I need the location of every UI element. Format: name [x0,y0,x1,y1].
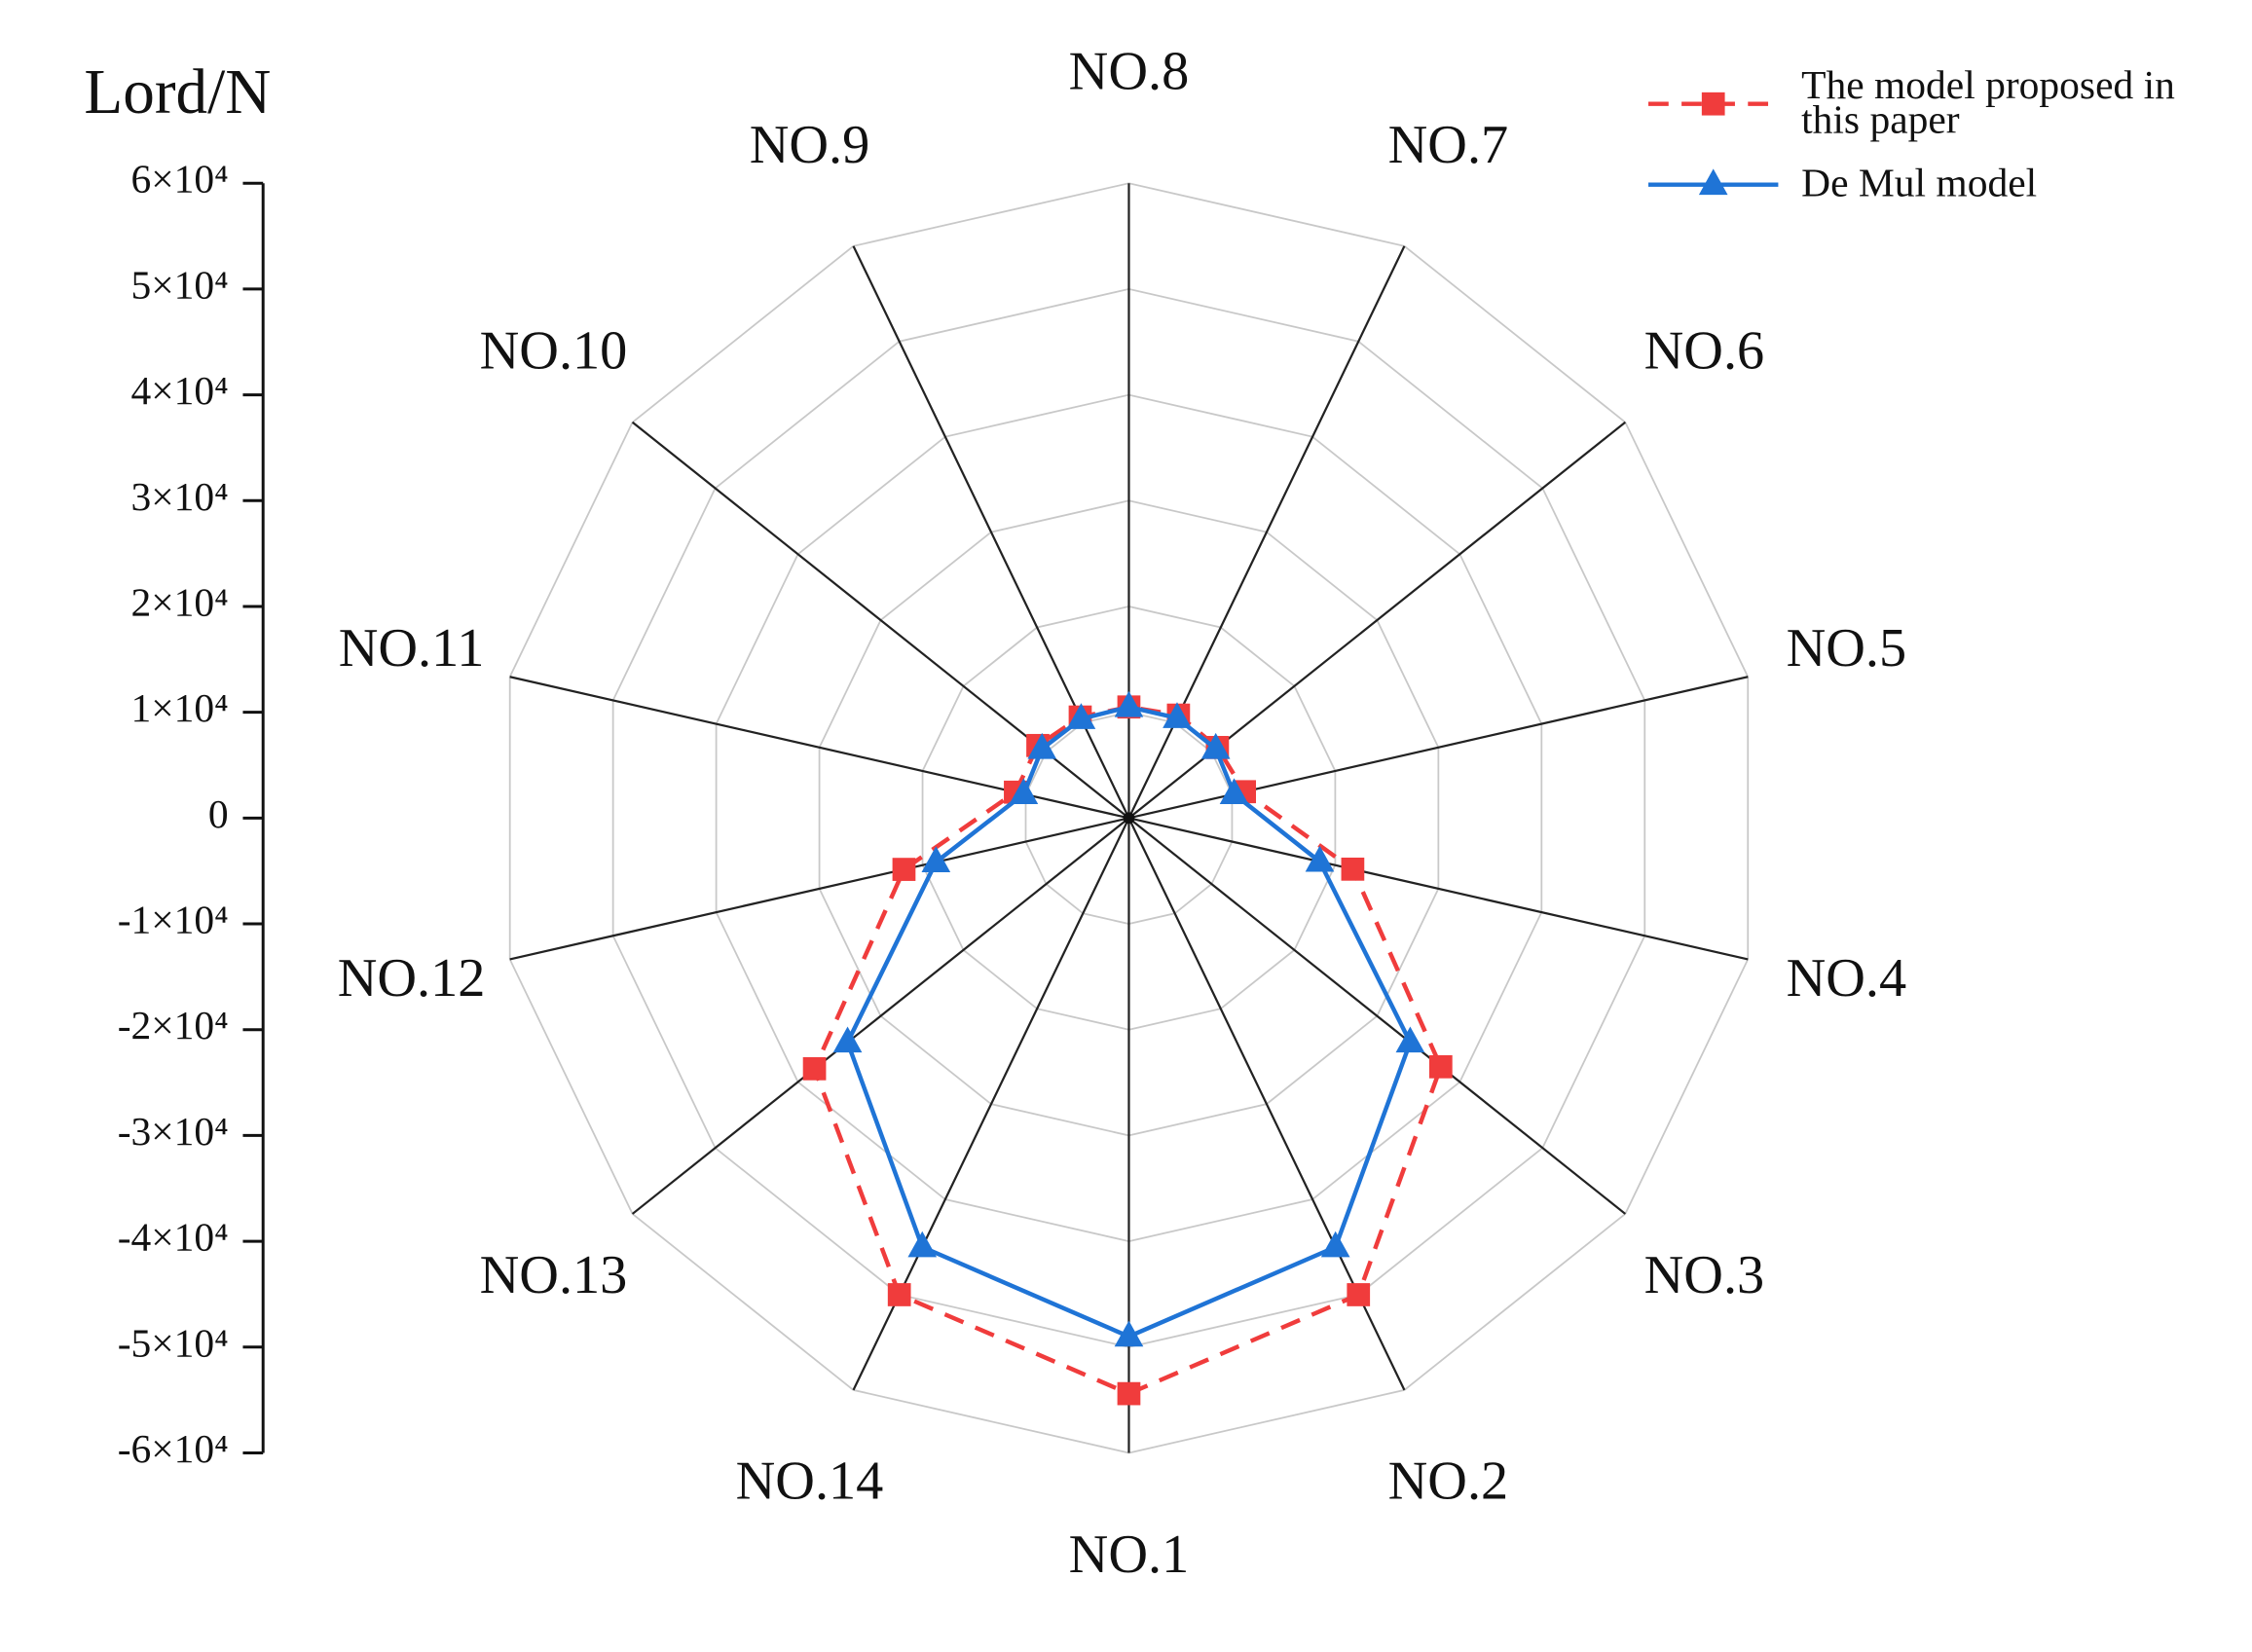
spoke [509,817,1129,961]
legend-text: The model proposed in this paper [1801,63,2175,143]
marker [1200,732,1231,759]
spoke [1128,817,1749,961]
category-label: NO.13 [480,1245,628,1305]
marker [1395,1026,1425,1053]
category-label: NO.14 [736,1451,884,1512]
category-label: NO.4 [1787,948,1907,1009]
category-label: NO.9 [750,115,870,175]
category-label: NO.12 [338,948,486,1009]
series-line [812,704,1444,1397]
category-label: NO.6 [1644,320,1765,381]
y-tick-label: 2×10⁴ [131,579,229,624]
marker [802,1056,827,1081]
y-tick-label: 4×10⁴ [131,368,229,413]
marker [1341,857,1365,881]
y-tick-label: 5×10⁴ [131,262,229,307]
center-dot [1123,812,1135,825]
marker [1009,778,1039,805]
y-tick-label: 1×10⁴ [131,685,229,730]
y-tick-label: -5×10⁴ [118,1320,229,1365]
marker [1701,92,1725,116]
category-label: NO.7 [1388,115,1509,175]
y-tick-label: -3×10⁴ [118,1109,229,1154]
spoke [631,817,1130,1215]
y-tick-label: 3×10⁴ [131,474,229,519]
y-tick-label: -4×10⁴ [118,1215,229,1260]
marker [1428,1054,1453,1079]
y-tick-label: -2×10⁴ [118,1003,229,1047]
category-label: NO.8 [1069,41,1190,101]
legend-text: De Mul model [1801,161,2038,206]
category-label: NO.11 [339,618,485,679]
marker [1114,1320,1144,1347]
marker [832,1026,863,1053]
marker [1066,703,1096,729]
legend-label: De Mul model [1801,161,2038,206]
marker [1305,845,1335,872]
marker [1117,1381,1141,1406]
spoke [1127,245,1406,819]
y-axis-title: Lord/N [84,57,271,128]
category-label: NO.10 [480,320,628,381]
marker [887,1283,911,1306]
y-tick-label: -1×10⁴ [118,898,229,942]
marker [1163,702,1192,728]
spoke [852,245,1130,819]
marker [1698,168,1728,196]
marker [892,858,916,881]
y-tick-label: 6×10⁴ [131,157,229,202]
marker [1347,1283,1371,1306]
marker [907,1230,938,1258]
marker [921,846,951,872]
marker [1114,690,1144,717]
y-tick-label: -6×10⁴ [118,1426,229,1471]
marker [1027,732,1057,759]
category-label: NO.3 [1644,1245,1765,1305]
marker [1219,778,1249,805]
category-label: NO.5 [1787,618,1907,679]
category-label: NO.2 [1388,1451,1509,1512]
legend-label: The model proposed in this paper [1801,63,2175,143]
spoke [1127,817,1627,1215]
marker [1320,1230,1350,1258]
category-label: NO.1 [1069,1524,1190,1585]
y-tick-label: 0 [208,791,229,836]
